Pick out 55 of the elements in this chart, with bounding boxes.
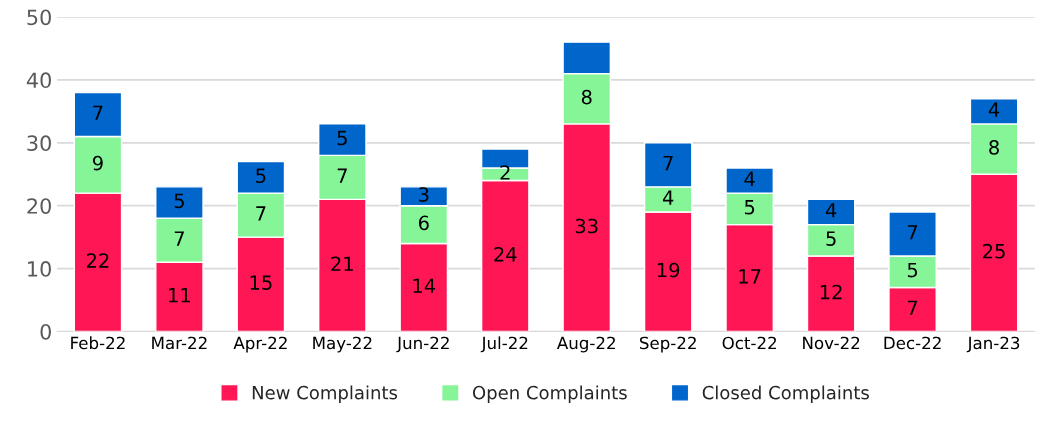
- data-label: 6: [418, 215, 429, 231]
- legend-label: New Complaints: [252, 385, 398, 403]
- data-label: 5: [337, 130, 347, 146]
- x-tick-label: Jan-23: [966, 336, 1020, 353]
- data-label: 7: [93, 105, 103, 120]
- data-label: 2: [500, 165, 510, 180]
- x-tick-label: Jun-22: [396, 336, 449, 353]
- data-label: 7: [908, 225, 918, 240]
- data-label: 7: [256, 206, 266, 221]
- y-tick-label: 10: [28, 261, 51, 277]
- data-label: 4: [988, 102, 1000, 117]
- x-tick-label: Apr-22: [233, 336, 287, 353]
- data-label: 3: [419, 187, 429, 202]
- x-tick-label: Sep-22: [639, 336, 696, 353]
- data-label: 24: [494, 246, 517, 262]
- data-label: 22: [86, 253, 109, 268]
- data-label: 9: [92, 155, 103, 171]
- data-label: 19: [657, 262, 680, 278]
- y-tick-label: 20: [27, 198, 51, 214]
- data-label: 7: [337, 168, 347, 183]
- data-label: 7: [174, 231, 184, 246]
- data-label: 5: [826, 231, 836, 246]
- data-label: 8: [989, 140, 999, 155]
- legend-label: Open Complaints: [472, 385, 627, 403]
- x-tick-label: May-22: [313, 336, 372, 353]
- data-label: 12: [820, 284, 842, 300]
- data-label: 21: [331, 256, 353, 271]
- data-label: 7: [908, 300, 918, 315]
- data-label: 8: [581, 89, 592, 105]
- data-label: 7: [663, 156, 673, 171]
- data-label: 5: [744, 200, 755, 215]
- data-label: 17: [739, 269, 761, 284]
- data-label: 4: [825, 203, 837, 218]
- legend-label: Closed Complaints: [702, 385, 869, 403]
- x-tick-label: Nov-22: [803, 336, 860, 350]
- data-label: 15: [250, 275, 272, 290]
- data-label: 25: [983, 243, 1005, 259]
- y-tick-label: 50: [27, 9, 51, 26]
- data-label: 33: [575, 218, 598, 234]
- y-tick-label: 30: [27, 135, 51, 152]
- data-label: 5: [907, 262, 918, 278]
- x-tick-label: Dec-22: [884, 336, 941, 350]
- y-tick-label: 0: [40, 323, 51, 340]
- data-label: 14: [413, 278, 436, 293]
- x-tick-label: Jul-22: [480, 336, 528, 353]
- x-tick-label: Feb-22: [71, 336, 125, 350]
- data-label: 4: [662, 190, 674, 205]
- data-label: 5: [174, 193, 184, 209]
- data-label: 11: [169, 288, 190, 303]
- data-label: 5: [256, 168, 266, 184]
- x-tick-label: Aug-22: [556, 336, 615, 353]
- x-tick-label: Mar-22: [152, 336, 207, 350]
- data-label: 4: [744, 171, 755, 186]
- y-tick-label: 40: [26, 72, 51, 89]
- x-tick-label: Oct-22: [722, 336, 777, 350]
